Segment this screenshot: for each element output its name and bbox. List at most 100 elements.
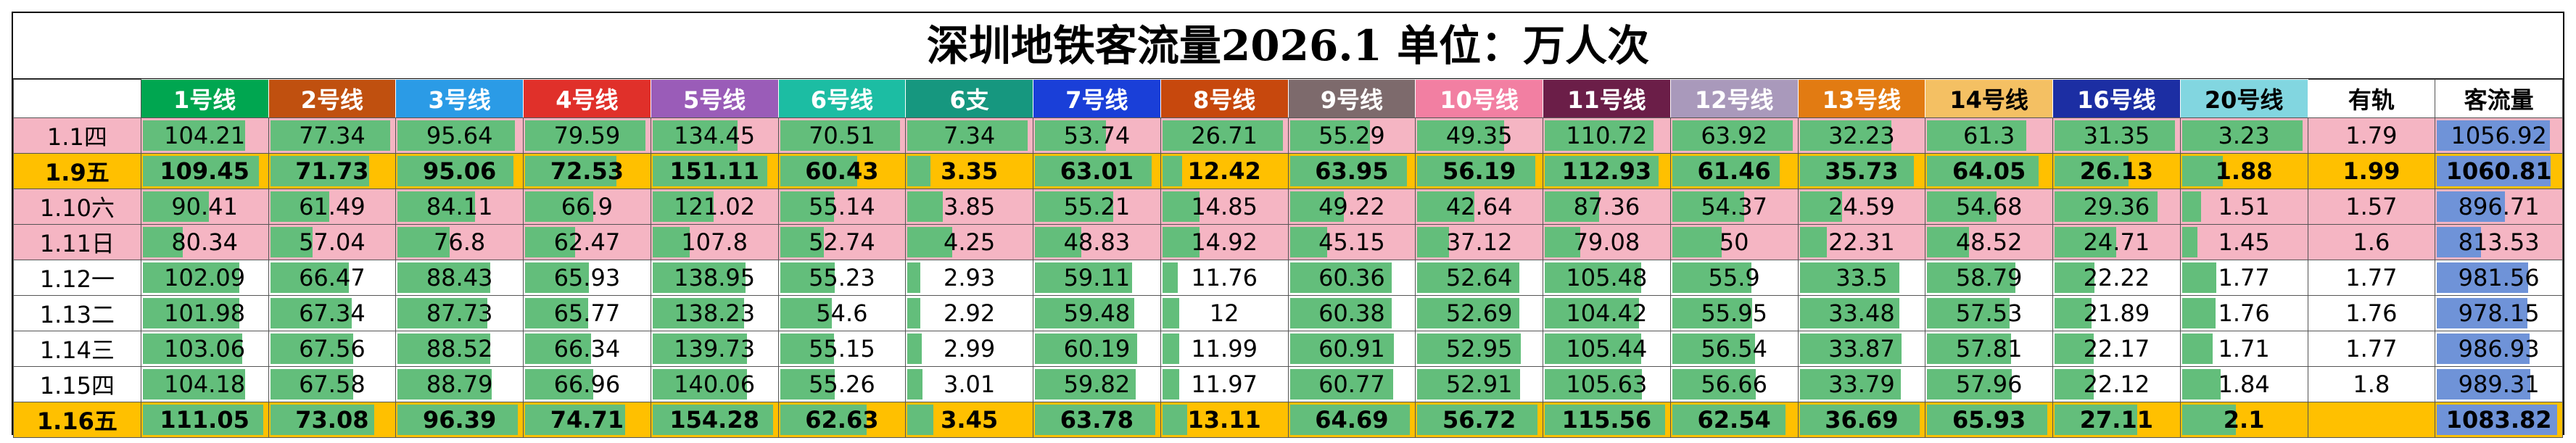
- cell-value: 11.99: [1191, 335, 1258, 363]
- cell-value: 105.63: [1566, 370, 1648, 398]
- value-cell: 60.36: [1287, 260, 1416, 296]
- value-cell: 36.69: [1797, 402, 1926, 438]
- data-row: 1.10六 90.41 61.49 84.11 66.9 121.02 55.14 3.85 5…: [13, 189, 2563, 225]
- data-bar: [1545, 156, 1659, 186]
- cell-value: 1.79: [2345, 122, 2398, 149]
- value-cell: 1.57: [2307, 189, 2436, 225]
- data-bar: [1162, 405, 1187, 435]
- value-cell: 12.42: [1160, 153, 1289, 189]
- value-cell: 3.85: [905, 189, 1033, 225]
- data-bar: [1672, 262, 1752, 293]
- cell-value: 3.85: [944, 193, 996, 220]
- data-bar: [1672, 156, 1780, 186]
- cell-value: 65.77: [553, 299, 621, 327]
- data-bar: [270, 191, 330, 222]
- cell-value: 104.21: [164, 122, 246, 149]
- data-bar: [270, 298, 352, 328]
- data-bar: [1417, 334, 1521, 364]
- value-cell: 67.34: [268, 295, 397, 331]
- value-cell: 12: [1160, 295, 1289, 331]
- data-bar: [397, 120, 516, 151]
- cell-value: 121.02: [674, 193, 756, 220]
- cell-value: 32.23: [1828, 122, 1895, 149]
- data-bar: [2437, 191, 2505, 222]
- cell-value: 101.98: [164, 299, 246, 327]
- data-bar: [1672, 334, 1755, 364]
- data-bar: [1799, 191, 1842, 222]
- column-header: 4号线: [523, 79, 651, 118]
- value-cell: 1.76: [2307, 295, 2436, 331]
- cell-value: 2.93: [944, 264, 996, 291]
- data-bar: [1545, 262, 1642, 293]
- data-bar: [1289, 405, 1411, 435]
- cell-value: 56.72: [1442, 406, 1516, 434]
- value-cell: 2.1: [2179, 402, 2308, 438]
- cell-value: 986.93: [2458, 335, 2540, 363]
- value-cell: 58.79: [1925, 260, 2053, 296]
- cell-value: 14.92: [1191, 228, 1258, 256]
- value-cell: 48.52: [1925, 224, 2053, 260]
- value-cell: [2307, 402, 2436, 438]
- value-cell: 70.51: [777, 117, 907, 154]
- cell-value: 12: [1209, 299, 1239, 327]
- cell-value: 3.23: [2218, 122, 2270, 149]
- value-cell: 67.56: [268, 331, 397, 367]
- data-bar: [1289, 191, 1345, 222]
- header-row: 1号线 2号线 3号线 4号线 5号线 6号线 6支 7号线 8号线 9号线 10号线 11号线 12号…: [13, 79, 2563, 118]
- cell-value: 37.12: [1445, 228, 1513, 256]
- value-cell: 121.02: [650, 189, 779, 225]
- value-cell: 981.56: [2435, 260, 2563, 296]
- value-cell: 35.73: [1797, 153, 1926, 189]
- value-cell: 140.06: [650, 366, 779, 402]
- value-cell: 55.21: [1033, 189, 1161, 225]
- column-header: 3号线: [395, 79, 524, 118]
- data-bar: [907, 405, 933, 435]
- data-bar: [1035, 369, 1136, 399]
- data-bar: [1672, 298, 1752, 328]
- value-cell: 103.06: [140, 331, 269, 367]
- cell-value: 13.11: [1187, 406, 1261, 434]
- cell-value: 110.72: [1566, 122, 1648, 149]
- data-bar: [2181, 405, 2236, 435]
- cell-value: 139.73: [674, 335, 756, 363]
- value-cell: 57.53: [1925, 295, 2053, 331]
- data-bar: [1927, 369, 2012, 399]
- data-bar: [652, 405, 773, 435]
- cell-value: 22.22: [2083, 264, 2150, 291]
- cell-value: 33.87: [1828, 335, 1895, 363]
- cell-value: 50: [1719, 228, 1749, 256]
- data-bar: [907, 369, 922, 399]
- value-cell: 154.28: [650, 402, 779, 438]
- data-bar: [2055, 227, 2117, 257]
- cell-value: 55.95: [1701, 299, 1767, 327]
- cell-value: 1.51: [2218, 193, 2270, 220]
- cell-value: 1.99: [2342, 157, 2400, 185]
- value-cell: 104.42: [1543, 295, 1671, 331]
- data-bar: [1035, 298, 1134, 328]
- cell-value: 64.05: [1952, 157, 2026, 185]
- value-cell: 27.11: [2052, 402, 2181, 438]
- cell-value: 24.71: [2083, 228, 2150, 256]
- cell-value: 60.91: [1318, 335, 1385, 363]
- value-cell: 79.08: [1543, 224, 1671, 260]
- cell-value: 3.45: [941, 406, 999, 434]
- value-cell: 112.93: [1543, 153, 1671, 189]
- data-bar: [1417, 262, 1519, 293]
- value-cell: 134.45: [650, 117, 779, 154]
- cell-value: 87.36: [1573, 193, 1640, 220]
- data-row: 1.11日 80.34 57.04 76.8 62.47 107.8 52.74 4.25 48…: [13, 224, 2563, 260]
- column-header: 13号线: [1797, 79, 1926, 118]
- value-cell: 1.76: [2179, 295, 2308, 331]
- data-row: 1.14三 103.06 67.56 88.52 66.34 139.73 55.15 2.9…: [13, 331, 2563, 367]
- data-bar: [1035, 191, 1113, 222]
- data-bar: [2181, 334, 2213, 364]
- cell-value: 24.59: [1828, 193, 1895, 220]
- value-cell: 55.14: [777, 189, 907, 225]
- data-bar: [1035, 227, 1082, 257]
- value-cell: 50: [1669, 224, 1799, 260]
- cell-value: 88.43: [426, 264, 493, 291]
- cell-value: 1.57: [2345, 193, 2398, 220]
- cell-value: 36.69: [1825, 406, 1899, 434]
- data-bar: [1927, 262, 2015, 293]
- value-cell: 33.87: [1797, 331, 1926, 367]
